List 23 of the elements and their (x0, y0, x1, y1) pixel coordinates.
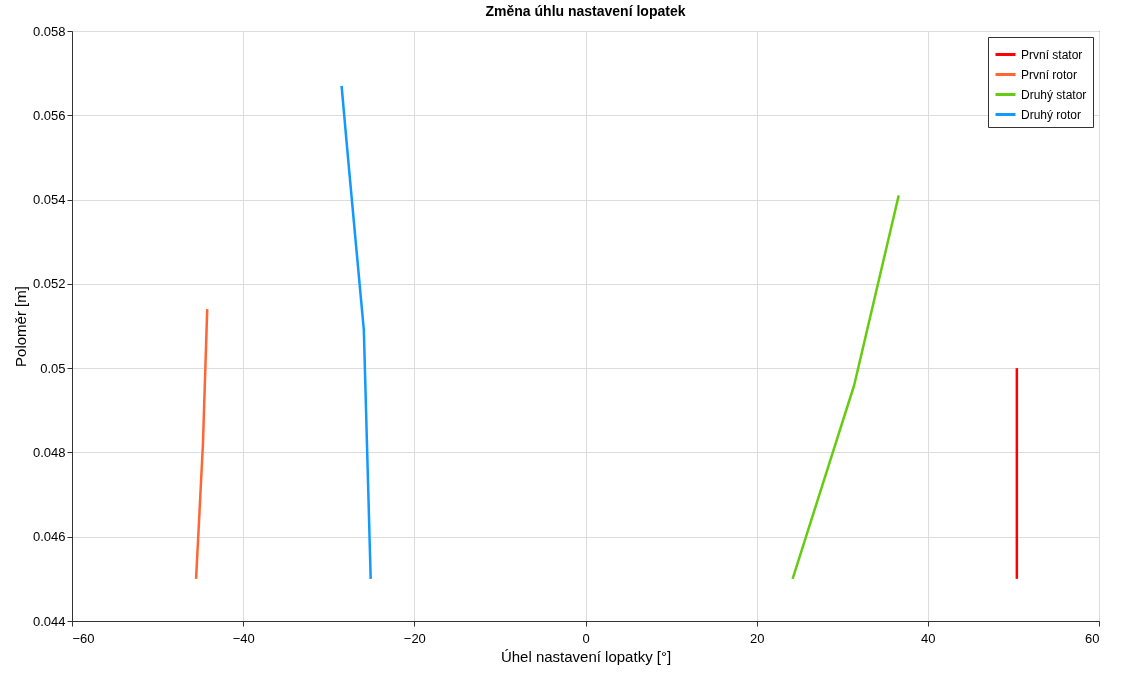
line-series (340, 84, 372, 581)
y-tick-label: 0.044 (32, 613, 66, 629)
y-tick-label: 0.056 (32, 107, 66, 123)
y-tick-label: 0.052 (32, 276, 66, 292)
y-tick-label: 0.048 (32, 444, 66, 460)
y-tick-label: 0.058 (32, 23, 66, 39)
y-axis-title: Poloměr [m] (11, 286, 29, 367)
x-tick-label: 60 (1085, 630, 1100, 646)
x-tick-label: −20 (403, 630, 426, 646)
x-tick-label: 20 (749, 630, 765, 646)
y-tick-label: 0.05 (40, 360, 66, 376)
y-tick-label: 0.054 (32, 192, 66, 208)
legend-label: První stator (1021, 47, 1083, 62)
legend-label: Druhý rotor (1021, 107, 1082, 122)
legend-label: První rotor (1021, 67, 1078, 82)
y-tick-label: 0.046 (32, 529, 66, 545)
x-tick-label: 40 (921, 630, 936, 646)
x-tick-label: −40 (232, 630, 255, 646)
legend-label: Druhý stator (1021, 87, 1087, 102)
x-axis-title: Úhel nastavení lopatky [°] (500, 647, 672, 665)
x-tick-label: −60 (72, 630, 95, 646)
chart-title: Změna úhlu nastavení lopatek (485, 3, 686, 19)
x-tick-label: 0 (582, 630, 590, 646)
